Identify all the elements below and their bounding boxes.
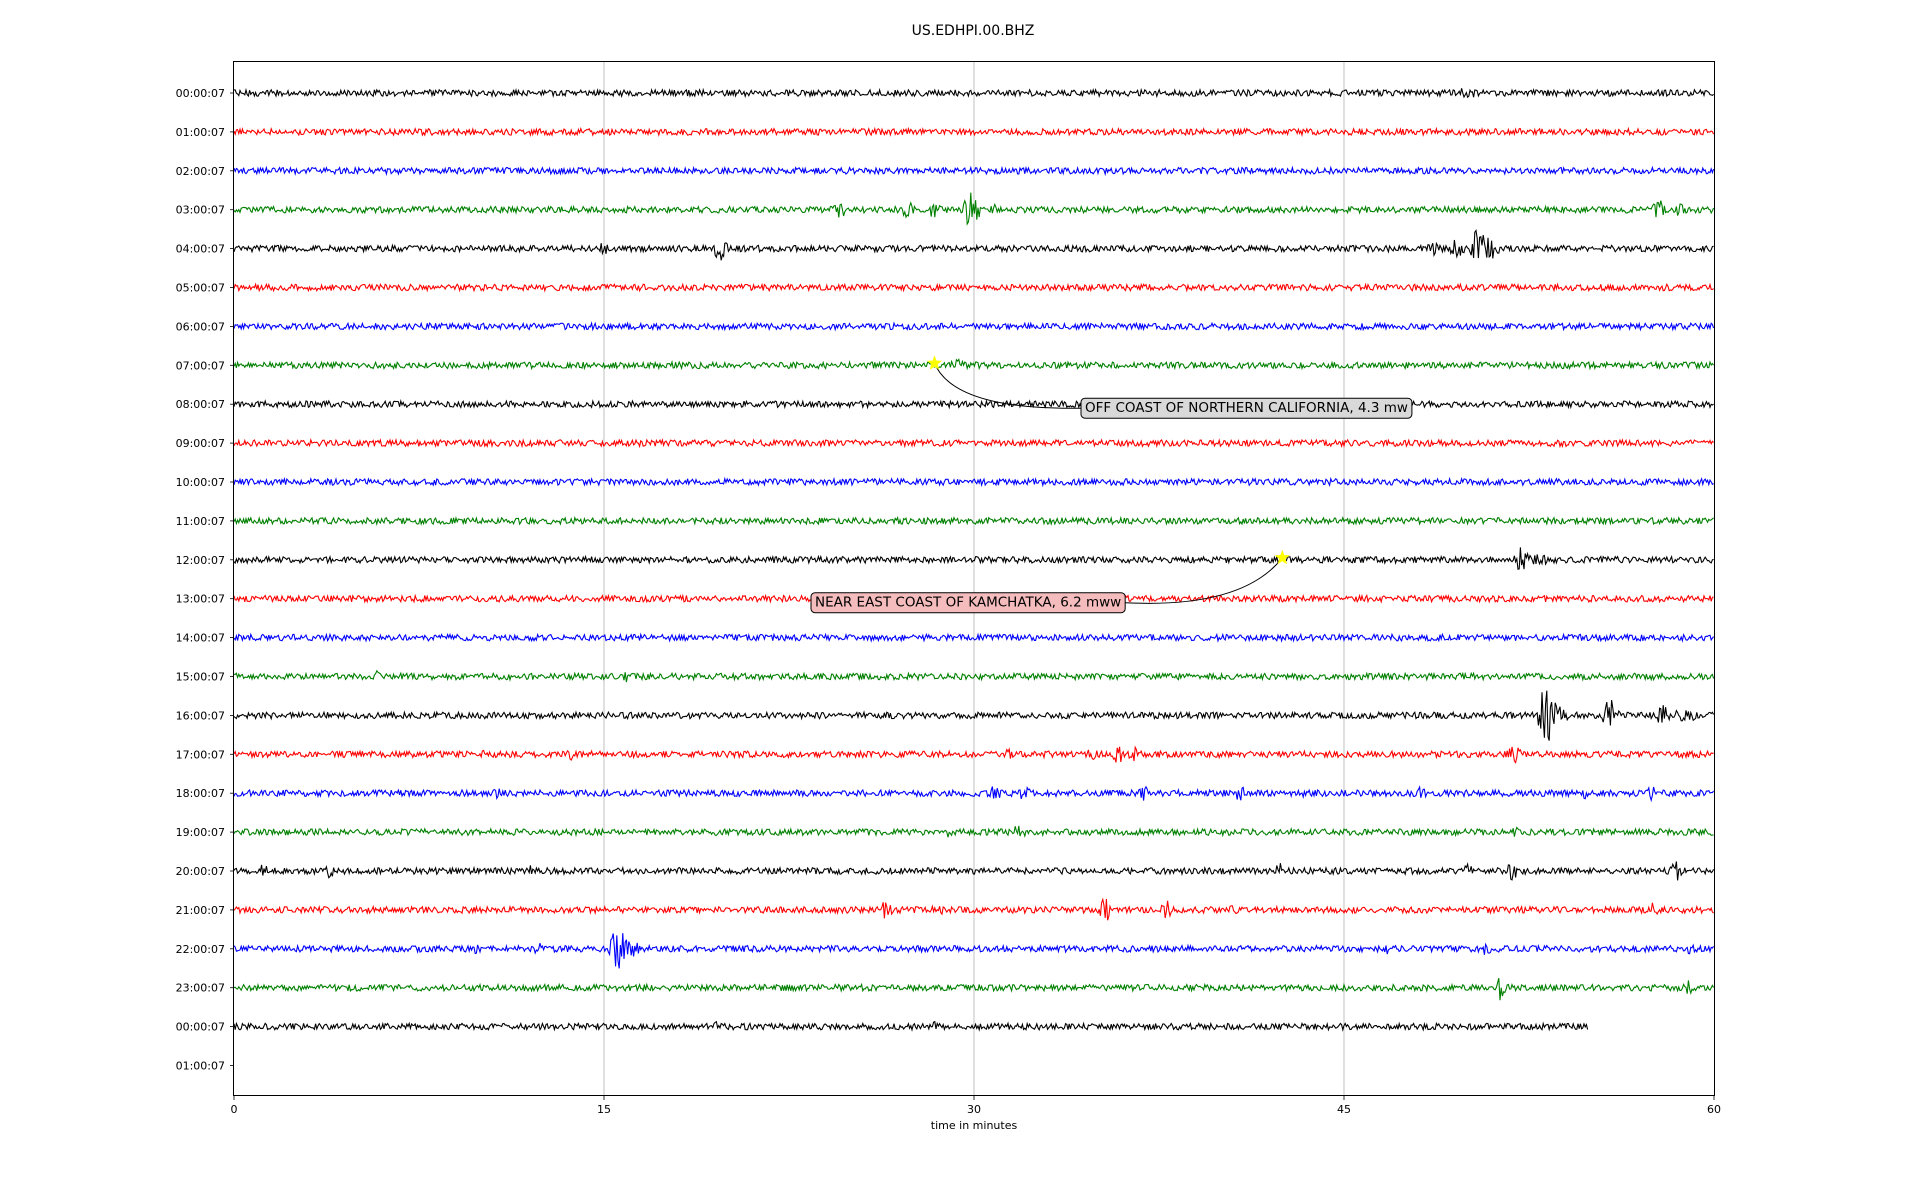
y-tick-label: 08:00:07	[176, 398, 225, 411]
y-tick-label: 00:00:07	[176, 1021, 225, 1034]
y-tick-label: 11:00:07	[176, 515, 225, 528]
seismic-trace	[233, 282, 1714, 293]
annotation-connector	[1125, 557, 1283, 604]
x-tick-label: 0	[231, 1103, 238, 1116]
seismic-trace	[233, 1020, 1589, 1032]
event-annotations: OFF COAST OF NORTHERN CALIFORNIA, 4.3 mw…	[810, 355, 1413, 614]
event-star-marker	[1274, 549, 1290, 565]
y-axis-ticks: 00:00:07 01:00:07 02:00:07 03:00:07 04:00:07…	[176, 87, 234, 1073]
seismic-trace	[233, 669, 1715, 683]
seismic-trace	[233, 358, 1715, 371]
seismic-trace	[233, 515, 1714, 527]
annotation-label: OFF COAST OF NORTHERN CALIFORNIA, 4.3 mw	[1085, 400, 1408, 416]
grid-lines	[603, 62, 1345, 1095]
y-tick-label: 01:00:07	[176, 1060, 225, 1073]
seismic-trace	[233, 192, 1715, 226]
x-axis-label: time in minutes	[931, 1119, 1018, 1132]
annotation-label: NEAR EAST COAST OF KAMCHATKA, 6.2 mww	[815, 595, 1121, 611]
seismic-trace	[233, 229, 1714, 261]
seismogram-traces	[233, 87, 1715, 1032]
y-tick-label: 05:00:07	[176, 282, 225, 295]
seismic-trace	[233, 126, 1715, 138]
y-tick-label: 16:00:07	[176, 709, 225, 722]
seismic-trace	[233, 321, 1715, 332]
y-tick-label: 10:00:07	[176, 476, 225, 489]
seismic-trace	[233, 977, 1715, 1001]
y-tick-label: 02:00:07	[176, 165, 225, 178]
y-tick-label: 12:00:07	[176, 554, 225, 567]
seismic-trace	[233, 861, 1715, 881]
y-tick-label: 01:00:07	[176, 126, 225, 139]
y-tick-label: 18:00:07	[176, 787, 225, 800]
y-tick-label: 15:00:07	[176, 671, 225, 684]
seismic-trace	[233, 547, 1714, 570]
x-tick-label: 45	[1337, 1103, 1351, 1116]
event-star-marker	[926, 355, 943, 370]
seismic-trace	[233, 437, 1714, 449]
y-tick-label: 06:00:07	[176, 320, 225, 333]
y-tick-label: 19:00:07	[176, 826, 225, 839]
seismic-trace	[233, 745, 1714, 764]
y-tick-label: 20:00:07	[176, 865, 225, 878]
annotation-box	[810, 592, 1126, 614]
seismic-trace	[233, 476, 1714, 488]
x-tick-label: 30	[967, 1103, 981, 1116]
chart-title: US.EDHPI.00.BHZ	[912, 23, 1035, 39]
y-tick-label: 04:00:07	[176, 243, 225, 256]
y-tick-label: 00:00:07	[176, 87, 225, 100]
seismic-trace	[234, 87, 1714, 99]
seismic-trace	[233, 690, 1715, 741]
y-tick-label: 14:00:07	[176, 632, 225, 645]
plot-frame	[233, 61, 1715, 1096]
y-tick-label: 13:00:07	[176, 593, 225, 606]
x-tick-label: 60	[1707, 1103, 1721, 1116]
seismic-trace	[233, 398, 1714, 410]
seismic-trace	[233, 897, 1714, 921]
seismic-trace	[233, 632, 1715, 643]
y-tick-label: 17:00:07	[176, 748, 225, 761]
seismic-trace	[233, 933, 1715, 969]
y-tick-label: 22:00:07	[176, 943, 225, 956]
seismic-trace	[233, 785, 1715, 803]
y-tick-label: 07:00:07	[176, 359, 225, 372]
seismic-trace	[233, 165, 1715, 177]
annotation-box	[1080, 397, 1413, 419]
annotation-connector	[934, 363, 1082, 409]
y-tick-label: 03:00:07	[176, 204, 225, 217]
y-tick-label: 23:00:07	[176, 982, 225, 995]
x-axis-ticks: 0 15 30 45 60	[231, 1095, 1721, 1116]
y-tick-label: 21:00:07	[176, 904, 225, 917]
seismic-trace	[233, 825, 1714, 838]
y-tick-label: 09:00:07	[176, 437, 225, 450]
x-tick-label: 15	[597, 1103, 611, 1116]
